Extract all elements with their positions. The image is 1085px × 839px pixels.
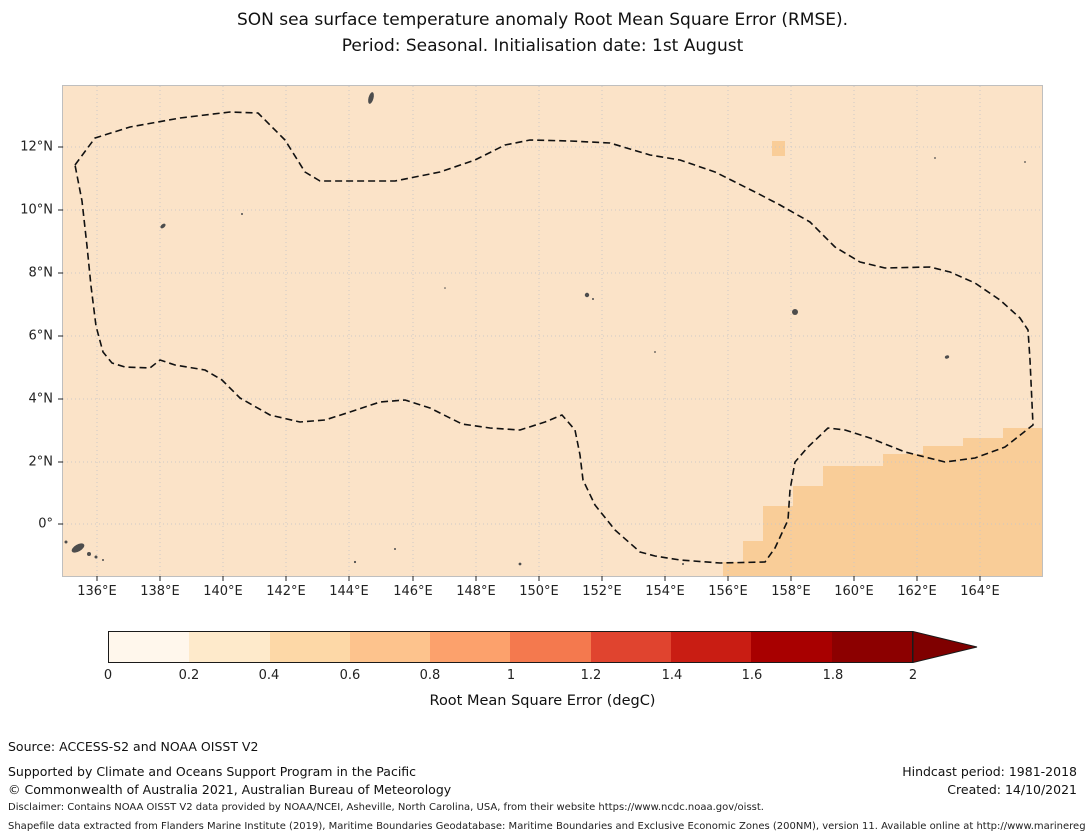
colorbar [108,631,913,663]
map-svg [58,86,1042,581]
island [654,351,656,353]
colorbar-tick-label: 1.4 [661,668,683,683]
colorbar-label: Root Mean Square Error (degC) [429,693,656,709]
x-tick-label: 164°E [960,584,1000,599]
island [353,560,357,564]
colorbar-segment [751,632,832,662]
disclaimer-line2: Shapefile data extracted from Flanders M… [8,821,1085,832]
x-tick-label: 154°E [645,584,685,599]
island [444,287,446,289]
eez-boundary [74,111,1034,564]
x-tick-label: 162°E [897,584,937,599]
y-tick-label: 2°N [28,454,54,470]
colorbar-tick-label: 0 [103,668,113,683]
axis-tick-marks [58,146,981,581]
x-tick-label: 158°E [771,584,811,599]
island [160,223,166,229]
chart-title-line1: SON sea surface temperature anomaly Root… [236,10,849,30]
chart-title-line2: Period: Seasonal. Initialisation date: 1… [341,36,744,56]
map-plot [58,85,1043,581]
island [592,298,594,300]
colorbar-tick-label: 1.6 [741,668,763,683]
rmse-mid-fill-north-patch [772,141,785,156]
island [584,292,590,298]
x-tick-label: 160°E [834,584,874,599]
island [102,559,104,561]
island [368,92,374,104]
y-tick-label: 0° [38,516,53,532]
island [64,540,68,544]
supported-text: Supported by Climate and Oceans Support … [8,764,417,779]
x-tick-label: 150°E [519,584,559,599]
island [792,309,798,315]
colorbar-segment [109,632,190,662]
colorbar-segment [269,632,350,662]
colorbar-tick-label: 0.2 [178,668,200,683]
x-tick-label: 146°E [393,584,433,599]
island [94,555,98,559]
disclaimer-line1: Disclaimer: Contains NOAA OISST V2 data … [8,802,764,813]
x-tick-label: 156°E [708,584,748,599]
x-tick-label: 148°E [456,584,496,599]
colorbar-tick-label: 1.2 [580,668,602,683]
island [71,543,85,553]
y-tick-label: 10°N [20,202,53,218]
grid-lines [63,86,1042,576]
colorbar-tick-label: 0.4 [258,668,280,683]
rmse-mid-fill-southeast [723,428,1042,576]
x-tick-label: 144°E [329,584,369,599]
colorbar-segment [590,632,672,662]
colorbar-arrow-shape [913,631,978,663]
colorbar-segment [510,632,591,662]
colorbar-segment [349,632,431,662]
island [682,563,684,565]
island [394,548,396,550]
colorbar-extend-arrow-icon [913,631,978,663]
colorbar-tick-label: 0.8 [419,668,441,683]
colorbar-segment [671,632,752,662]
hindcast-period-text: Hindcast period: 1981-2018 [902,764,1077,779]
colorbar-tick-label: 2 [908,668,918,683]
x-tick-label: 140°E [203,584,243,599]
colorbar-segment [189,632,270,662]
island [1024,161,1026,163]
island [934,157,936,159]
island [87,552,91,556]
y-tick-label: 12°N [20,139,53,155]
y-tick-label: 4°N [28,391,54,407]
island [518,562,522,566]
colorbar-tick-label: 1.8 [822,668,844,683]
colorbar-tick-label: 1 [506,668,516,683]
y-tick-label: 8°N [28,265,54,281]
colorbar-tick-label: 0.6 [339,668,361,683]
islands [64,92,1026,566]
island [241,213,243,215]
colorbar-segment [430,632,511,662]
x-tick-label: 136°E [77,584,117,599]
colorbar-segment [831,632,912,662]
x-tick-label: 152°E [582,584,622,599]
x-tick-label: 142°E [266,584,306,599]
source-text: Source: ACCESS-S2 and NOAA OISST V2 [8,739,259,754]
island [944,355,950,359]
y-tick-label: 6°N [28,328,54,344]
copyright-text: © Commonwealth of Australia 2021, Austra… [8,782,452,797]
x-tick-label: 138°E [140,584,180,599]
created-date-text: Created: 14/10/2021 [947,782,1077,797]
